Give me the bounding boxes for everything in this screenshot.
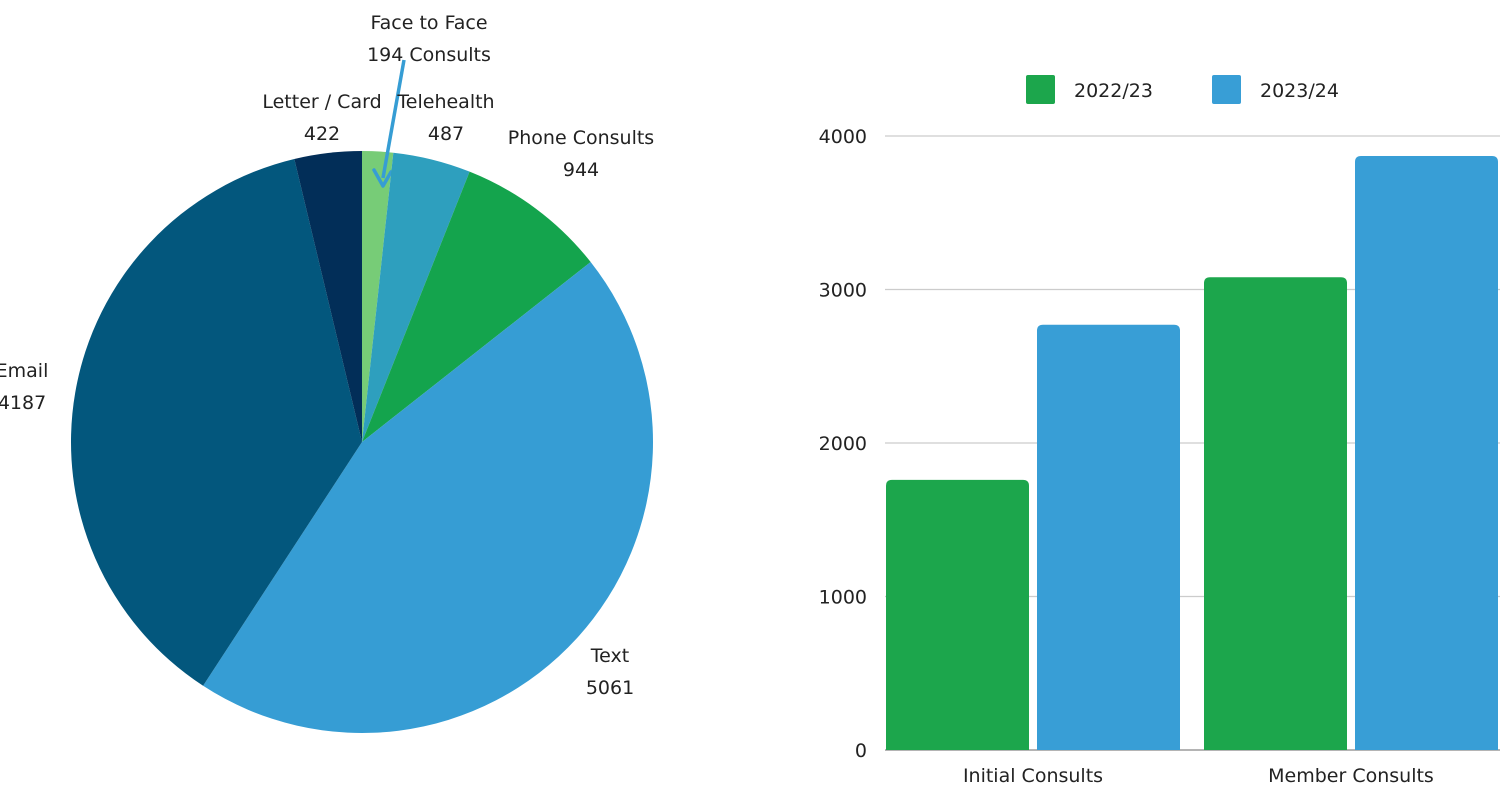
y-tick-label-0: 0 — [855, 740, 867, 762]
legend-swatch — [1212, 75, 1241, 104]
pie-label-text: Text — [590, 645, 629, 667]
pie-slice-face-to-face — [362, 151, 394, 442]
pie-value-text: 5061 — [586, 677, 634, 699]
legend-label: 2022/23 — [1074, 80, 1153, 102]
pie-chart: Face to Face 194 Consults Telehealth 487 Pho… — [0, 12, 654, 734]
pie-label-phone-consults: Phone Consults — [508, 127, 654, 149]
legend-swatch — [1026, 75, 1055, 104]
bar-member-consults-2023-24 — [1355, 155, 1498, 750]
pie-value-letter-card: 422 — [304, 123, 340, 145]
pie-label-email: Email — [0, 360, 48, 382]
x-tick-label-initial-consults: Initial Consults — [963, 765, 1103, 785]
pie-label-telehealth: Telehealth — [396, 91, 494, 113]
legend-label: 2023/24 — [1260, 80, 1339, 102]
pie-value-email: 4187 — [0, 392, 46, 414]
pie-label-letter-card: Letter / Card — [262, 91, 381, 113]
pie-slice-email — [70, 158, 362, 686]
x-tick-label-member-consults: Member Consults — [1268, 765, 1434, 785]
pie-value-phone-consults: 944 — [563, 159, 599, 181]
y-tick-label-2000: 2000 — [819, 433, 867, 455]
legend-item-2023-24: 2023/24 — [1212, 75, 1339, 104]
y-tick-label-4000: 4000 — [819, 126, 867, 148]
pie-slice-telehealth — [362, 152, 470, 442]
bar-member-consults-2022-23 — [1204, 277, 1347, 750]
bar-initial-consults-2022-23 — [886, 479, 1029, 750]
pie-slice-phone-consults — [362, 171, 591, 442]
pie-value-face-to-face: 194 Consults — [367, 44, 491, 66]
bar-initial-consults-2023-24 — [1037, 324, 1180, 750]
pie-slice-letter-card — [294, 151, 362, 442]
pie-value-telehealth: 487 — [428, 123, 464, 145]
y-tick-label-1000: 1000 — [819, 587, 867, 609]
pie-label-face-to-face: Face to Face — [370, 12, 487, 34]
pie-slice-text — [203, 262, 654, 734]
legend-item-2022-23: 2022/23 — [1026, 75, 1153, 104]
callout-arrow — [372, 59, 406, 188]
y-tick-label-3000: 3000 — [819, 280, 867, 302]
